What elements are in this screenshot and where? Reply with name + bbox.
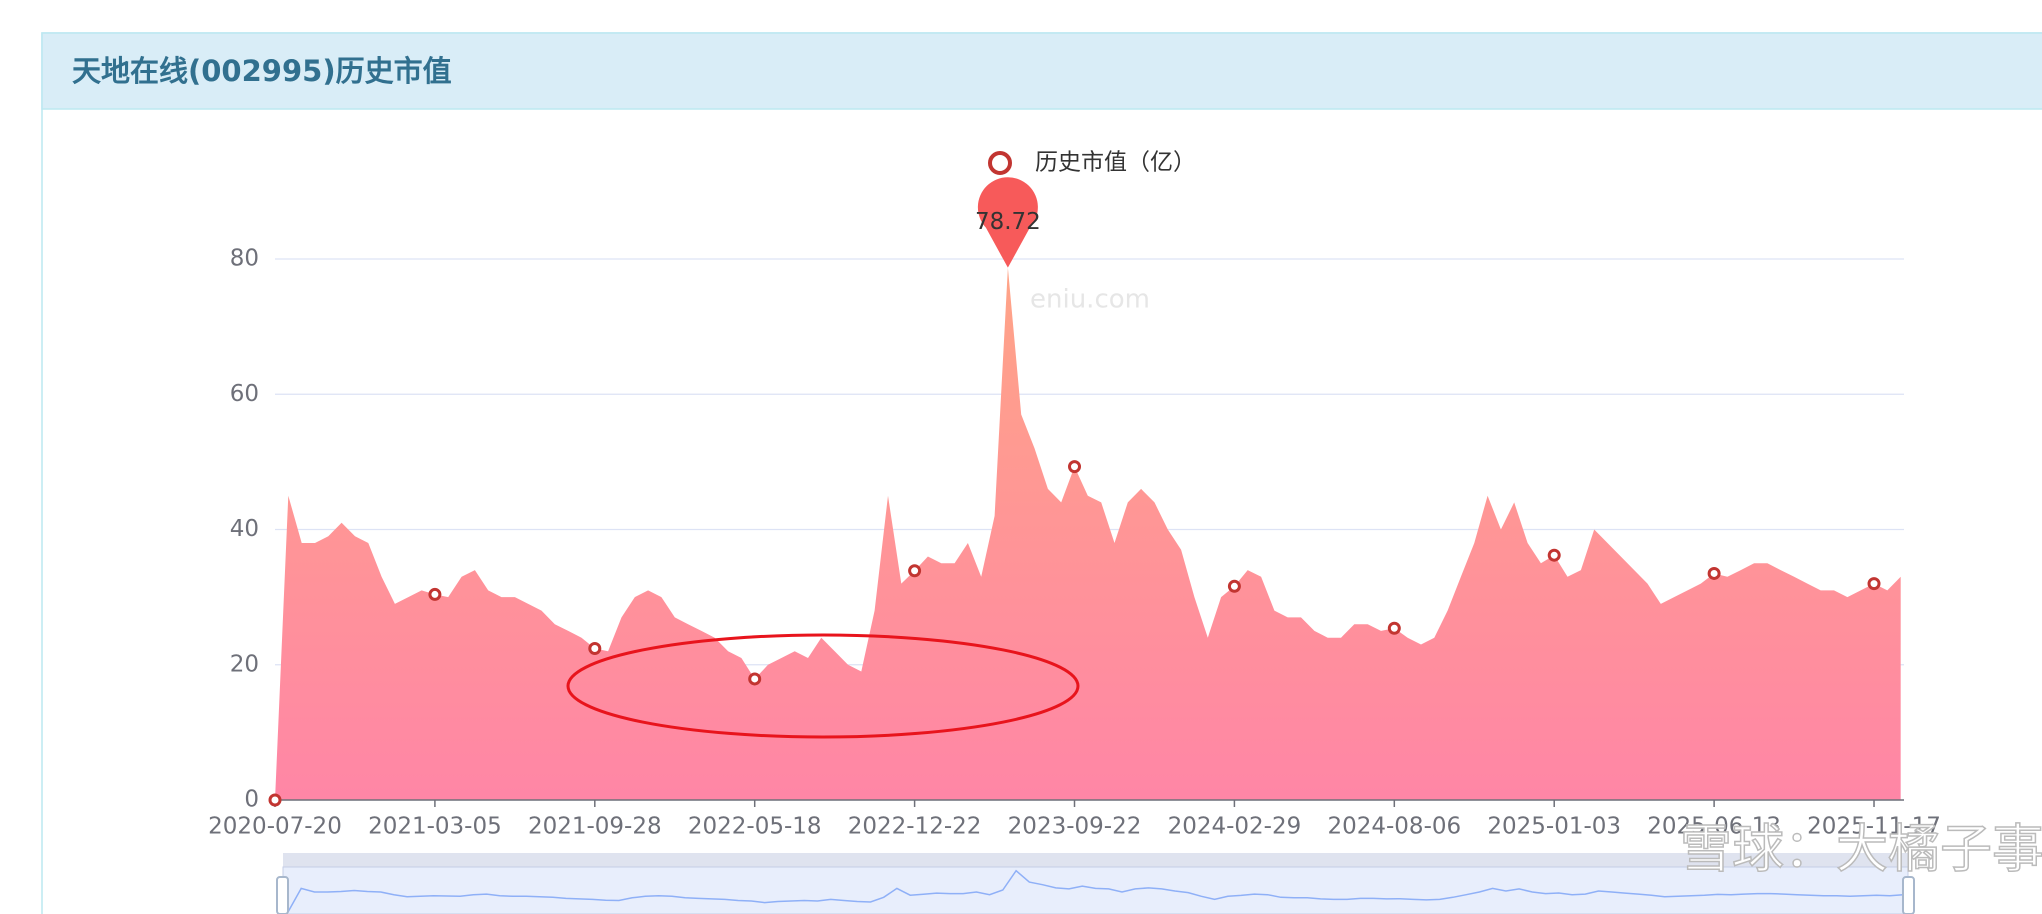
annotation-ellipse — [566, 633, 1080, 739]
y-tick-label: 60 — [230, 381, 259, 407]
y-tick-label: 20 — [230, 651, 259, 677]
x-tick-label: 2025-01-03 — [1487, 814, 1621, 840]
x-tick-label: 2021-09-28 — [528, 814, 662, 840]
area — [275, 267, 1901, 800]
zoom-preview — [287, 869, 1904, 913]
x-tick-label: 2022-05-18 — [688, 814, 822, 840]
y-tick-label: 40 — [230, 516, 259, 542]
max-pin — [977, 177, 1038, 268]
legend-symbol — [988, 151, 1012, 175]
max-label: 78.72 — [975, 209, 1041, 235]
x-tick-label: 2024-02-29 — [1168, 814, 1302, 840]
data-point — [1707, 566, 1721, 580]
x-tick-label: 2025-11-17 — [1807, 814, 1941, 840]
data-point — [908, 564, 922, 578]
data-point — [428, 587, 442, 601]
data-point — [1867, 577, 1881, 591]
data-point — [1547, 548, 1561, 562]
x-tick-label: 2025-06-13 — [1647, 814, 1781, 840]
x-tick-label: 2021-03-05 — [368, 814, 502, 840]
panel-title: 天地在线(002995)历史市值 — [72, 54, 452, 88]
data-point — [1068, 460, 1082, 474]
x-tick-label: 2022-12-22 — [848, 814, 982, 840]
x-tick-label: 2020-07-20 — [208, 814, 342, 840]
zoom-bar — [283, 853, 1908, 867]
data-point — [268, 793, 282, 807]
watermark: eniu.com — [1030, 285, 1150, 315]
data-point — [588, 642, 602, 656]
x-tick-label: 2024-08-06 — [1327, 814, 1461, 840]
zoom-handle[interactable] — [1902, 876, 1915, 914]
x-tick-label: 2023-09-22 — [1008, 814, 1142, 840]
panel-header — [41, 32, 2042, 110]
y-tick-label: 80 — [230, 246, 259, 272]
zoom-window — [282, 866, 1909, 914]
data-point — [748, 672, 762, 686]
watermark: 雪球：大橘子事务所 — [1680, 820, 2042, 880]
y-tick-label: 0 — [244, 787, 259, 813]
data-point — [1227, 579, 1241, 593]
zoom-handle[interactable] — [276, 876, 289, 914]
legend-label: 历史市值（亿） — [1035, 150, 1196, 176]
data-point — [1387, 621, 1401, 635]
